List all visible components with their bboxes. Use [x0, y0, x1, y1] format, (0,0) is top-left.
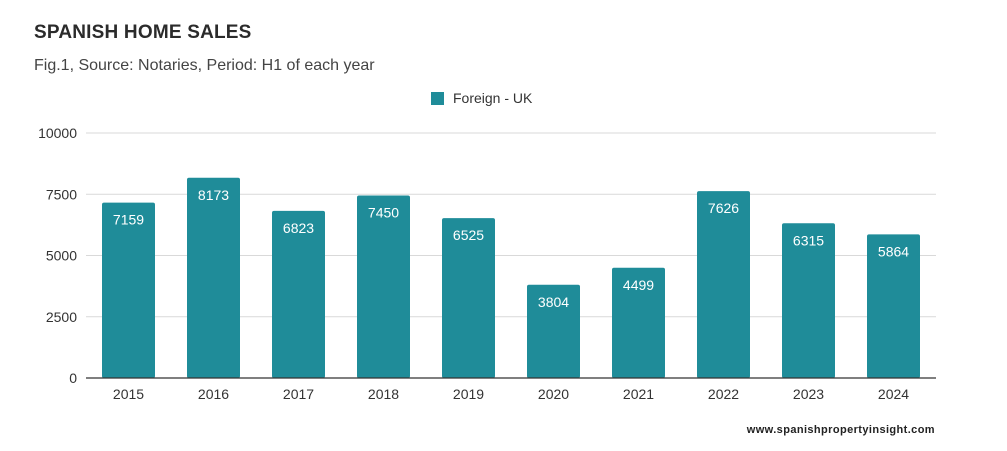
bar-value-label: 6823: [283, 220, 314, 236]
bar-value-label: 6315: [793, 232, 824, 248]
x-tick-label: 2020: [538, 386, 569, 402]
bar-value-label: 8173: [198, 187, 229, 203]
bar-value-label: 5864: [878, 243, 909, 259]
y-tick-label: 2500: [46, 309, 77, 325]
bar-2023: [782, 223, 835, 378]
bar-value-label: 3804: [538, 294, 569, 310]
bar-value-label: 6525: [453, 227, 484, 243]
bar-2024: [867, 234, 920, 378]
x-tick-label: 2015: [113, 386, 144, 402]
bar-2022: [697, 191, 750, 378]
x-tick-label: 2017: [283, 386, 314, 402]
y-tick-label: 5000: [46, 248, 77, 264]
x-tick-label: 2024: [878, 386, 909, 402]
bar-2021: [612, 267, 665, 378]
bars: 7159 8173 6823 7450 6525 3804 4499 7626 6315 5864: [102, 177, 920, 378]
chart-subtitle: Fig.1, Source: Notaries, Period: H1 of e…: [34, 57, 375, 74]
x-tick-label: 2021: [623, 386, 654, 402]
website-credit: www.spanishpropertyinsight.com: [746, 424, 935, 436]
x-tick-label: 2023: [793, 386, 824, 402]
y-tick-label: 10000: [38, 125, 77, 141]
y-tick-label: 7500: [46, 186, 77, 202]
bar-value-label: 7159: [113, 212, 144, 228]
legend: Foreign - UK: [431, 90, 532, 106]
bar-value-label: 4499: [623, 277, 654, 293]
bar-2016: [187, 177, 240, 378]
bar-2018: [357, 195, 410, 378]
x-tick-label: 2022: [708, 386, 739, 402]
y-axis-ticks: 0 2500 5000 7500 10000: [38, 125, 77, 386]
legend-label: Foreign - UK: [453, 90, 533, 106]
chart-title: SPANISH HOME SALES: [34, 22, 252, 43]
x-tick-label: 2019: [453, 386, 484, 402]
bar-2020: [527, 284, 580, 378]
x-axis-ticks: 2015 2016 2017 2018 2019 2020 2021 2022 2023 2024: [113, 386, 909, 402]
bar-2019: [442, 218, 495, 378]
legend-swatch: [431, 91, 444, 105]
x-tick-label: 2016: [198, 386, 229, 402]
y-tick-label: 0: [69, 370, 77, 386]
bar-2017: [272, 210, 325, 378]
bar-2015: [102, 202, 155, 378]
bar-value-label: 7450: [368, 204, 399, 220]
x-tick-label: 2018: [368, 386, 399, 402]
bar-value-label: 7626: [708, 200, 739, 216]
